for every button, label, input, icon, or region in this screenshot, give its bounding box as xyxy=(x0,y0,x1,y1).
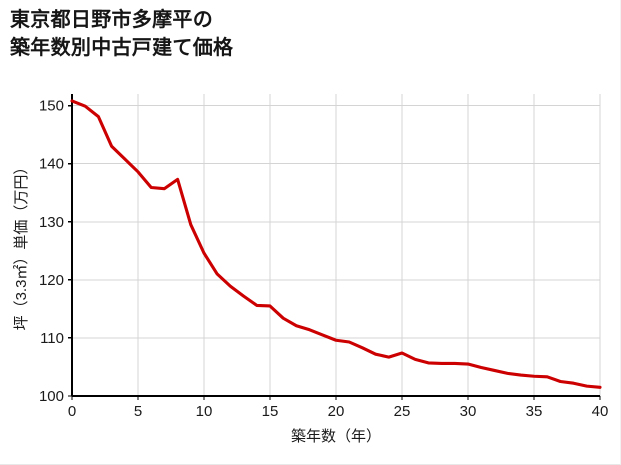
price-series-line xyxy=(70,99,602,389)
y-tick-label: 140 xyxy=(39,156,64,173)
y-tick-label: 100 xyxy=(39,388,64,405)
gridlines-group xyxy=(71,94,601,397)
y-tick-label: 110 xyxy=(40,330,64,347)
x-tick-label: 0 xyxy=(68,403,76,420)
y-tick-label: 150 xyxy=(39,98,64,115)
x-tick-label: 35 xyxy=(526,403,543,420)
x-tick-label: 25 xyxy=(394,403,411,420)
x-tick-label: 5 xyxy=(134,403,142,420)
chart-title: 東京都日野市多摩平の 築年数別中古戸建て価格 xyxy=(10,9,234,60)
tickmarks-group xyxy=(68,104,601,400)
x-tick-label: 15 xyxy=(262,403,279,420)
y-tick-label: 130 xyxy=(39,214,64,231)
x-tick-label: 40 xyxy=(592,403,609,420)
x-tick-label: 30 xyxy=(460,403,477,420)
y-tick-label: 120 xyxy=(39,272,64,289)
y-tick-labels-group: 100 110 120 130 140 150 xyxy=(39,98,64,405)
x-tick-label: 10 xyxy=(196,403,213,420)
x-tick-label: 20 xyxy=(328,403,345,420)
x-tick-labels-group: 0 5 10 15 20 25 30 35 40 xyxy=(68,403,609,420)
x-axis-title: 築年数（年） xyxy=(291,427,381,445)
y-axis-title: 坪（3.3㎡）単価（万円） xyxy=(13,160,30,331)
